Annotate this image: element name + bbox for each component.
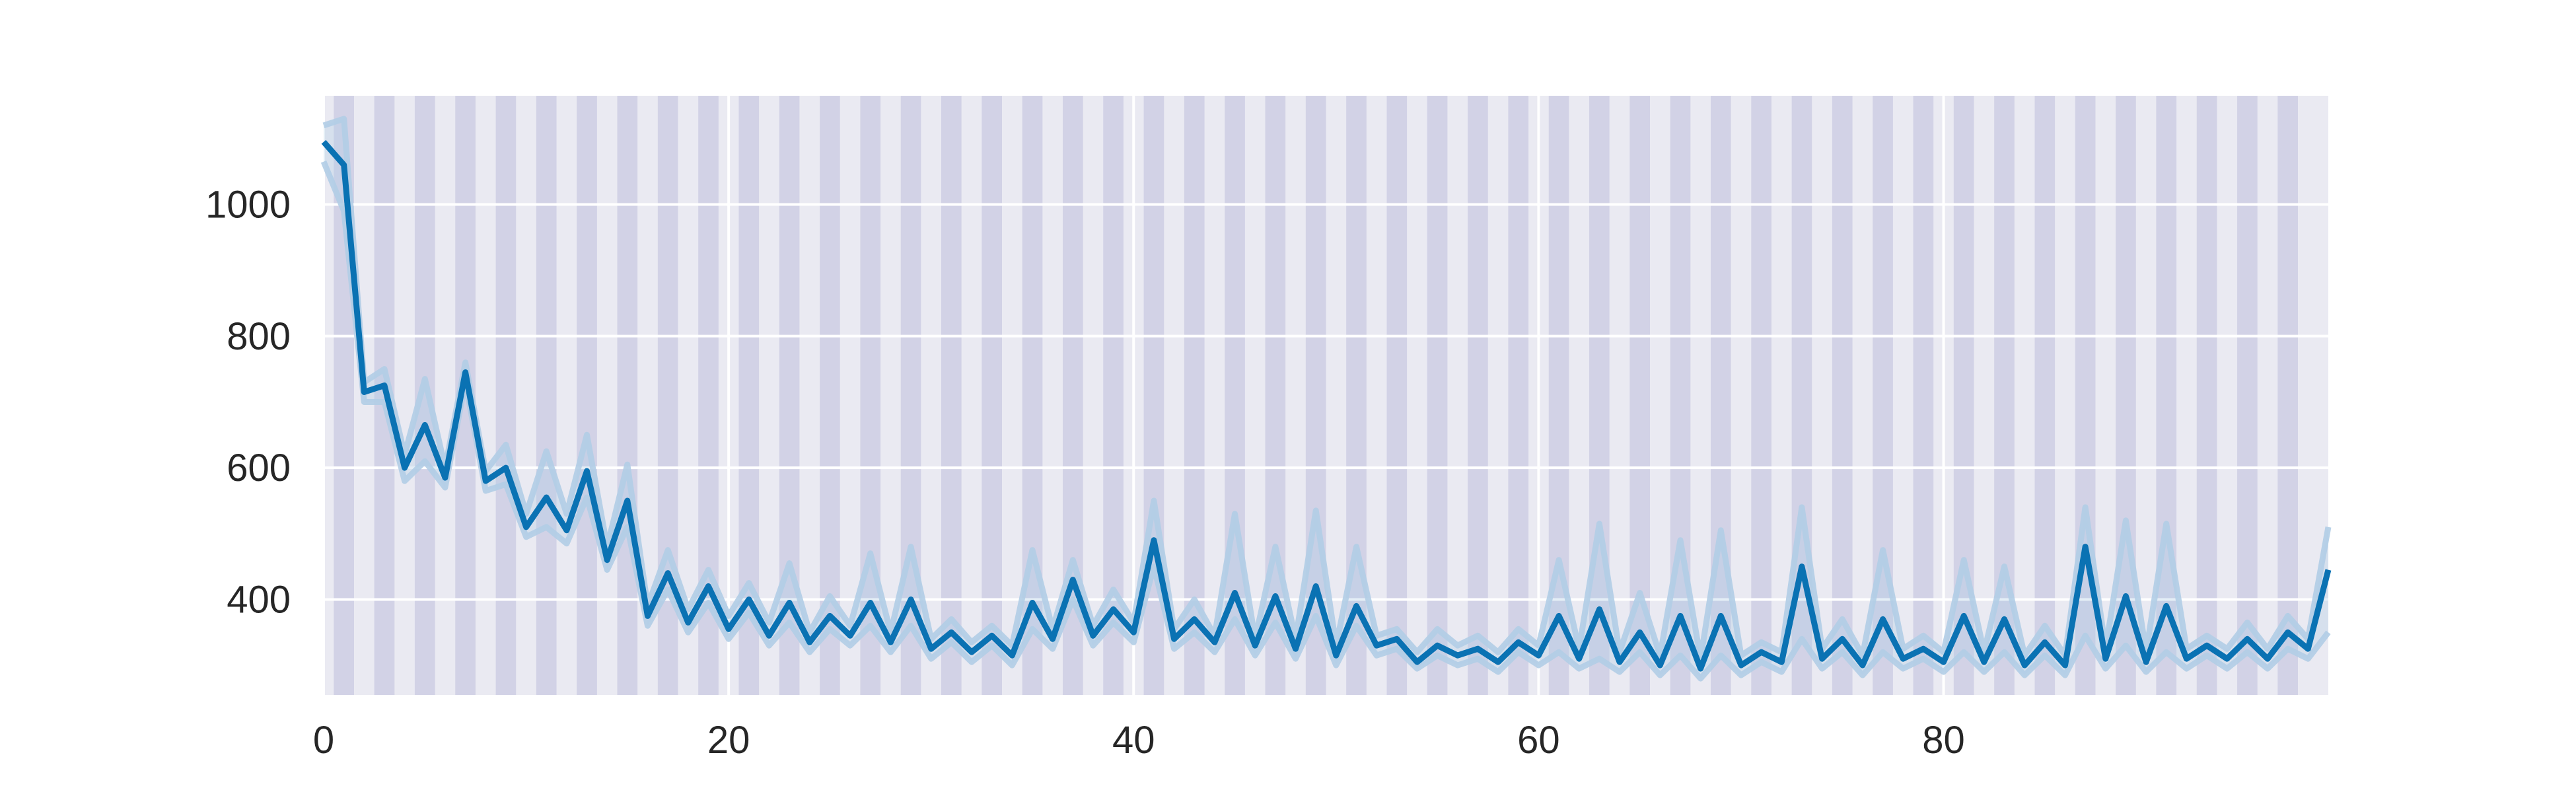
background-band	[2156, 96, 2177, 695]
background-band	[617, 96, 638, 695]
background-band	[577, 96, 597, 695]
background-band	[1386, 96, 1408, 695]
background-band	[495, 96, 517, 695]
background-band	[1913, 96, 1934, 695]
x-tick-label: 60	[1517, 719, 1560, 762]
background-band	[1832, 96, 1853, 695]
background-band	[1589, 96, 1610, 695]
background-band	[982, 96, 1002, 695]
x-tick-label: 20	[707, 719, 750, 762]
background-band	[860, 96, 881, 695]
lower-bound-line	[320, 160, 2331, 682]
envelope-fill	[324, 118, 2328, 679]
background-band	[536, 96, 557, 695]
background-band	[2277, 96, 2299, 695]
background-band	[1508, 96, 1529, 695]
background-band	[2196, 96, 2217, 695]
background-band	[941, 96, 962, 695]
y-tick-label: 600	[227, 447, 291, 489]
background-band	[2034, 96, 2056, 695]
x-tick-labels: 0 20 40 60 80	[313, 719, 1965, 762]
background-band	[1184, 96, 1205, 695]
y-tick-label: 1000	[205, 183, 291, 226]
background-band	[1710, 96, 1731, 695]
background-band	[2237, 96, 2258, 695]
background-band	[900, 96, 921, 695]
background-band	[1468, 96, 1488, 695]
background-band	[1427, 96, 1448, 695]
series-lines	[321, 139, 2332, 672]
x-tick-label: 0	[313, 719, 334, 762]
y-tick-labels: 400 600 800 1000	[205, 183, 291, 621]
y-tick-label: 400	[227, 578, 291, 621]
y-tick-label: 800	[227, 315, 291, 358]
background-band	[1751, 96, 1771, 695]
upper-bound-line	[322, 116, 2332, 662]
x-tick-label: 80	[1922, 719, 1965, 762]
series-line	[321, 139, 2332, 672]
x-tick-label: 40	[1112, 719, 1155, 762]
series-envelope	[320, 116, 2332, 682]
background-band	[1346, 96, 1367, 695]
